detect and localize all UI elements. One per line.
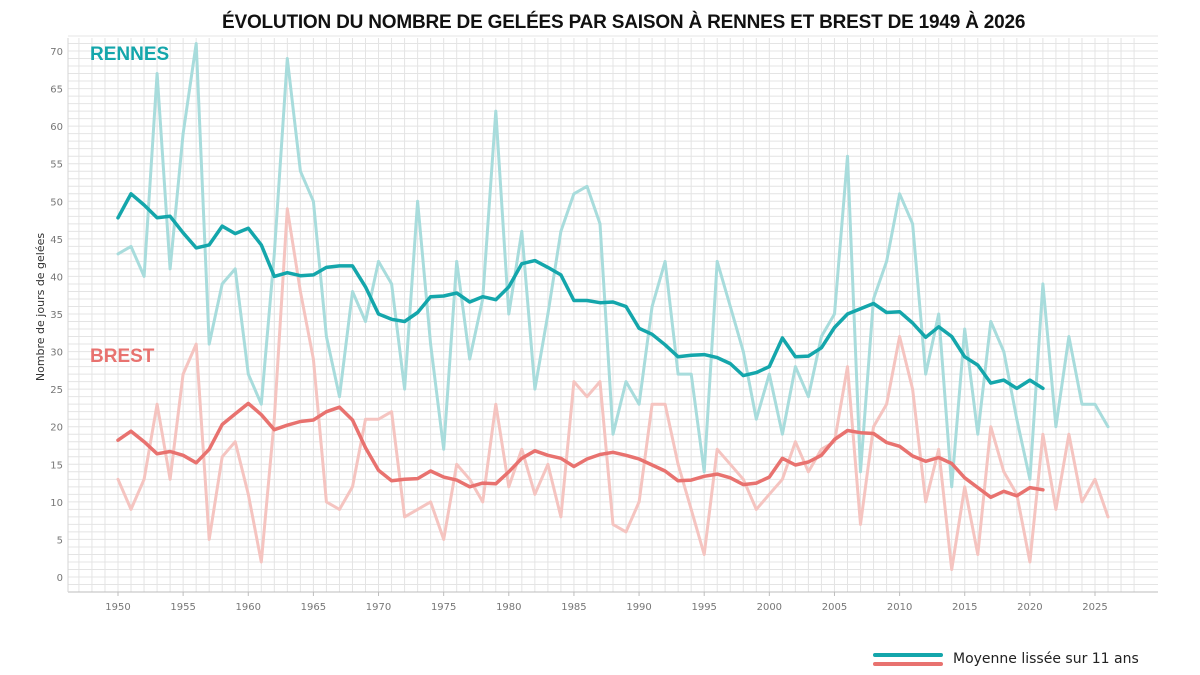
y-tick-label: 10 <box>50 498 63 509</box>
y-tick-label: 25 <box>50 385 63 396</box>
x-tick-label: 1955 <box>170 602 195 613</box>
legend-brest-line <box>873 662 943 666</box>
x-tick-label: 2005 <box>822 602 847 613</box>
rennes-annual-line <box>116 42 1110 489</box>
x-tick-label: 2000 <box>757 602 782 613</box>
x-tick-label: 2015 <box>952 602 977 613</box>
x-tick-label: 1970 <box>366 602 391 613</box>
x-tick-label: 1960 <box>236 602 261 613</box>
x-tick-label: 1980 <box>496 602 521 613</box>
grid-layer <box>68 35 1158 593</box>
y-tick-label: 65 <box>50 85 63 96</box>
x-tick-label: 1995 <box>691 602 716 613</box>
y-tick-label: 60 <box>50 122 63 133</box>
x-tick-label: 1965 <box>301 602 326 613</box>
y-tick-label: 35 <box>50 310 63 321</box>
y-tick-label: 5 <box>57 535 63 546</box>
brest-smoothed-line <box>116 401 1045 500</box>
brest-annual-line <box>116 207 1110 571</box>
legend-rennes-line <box>873 653 943 657</box>
legend-label: Moyenne lissée sur 11 ans <box>953 651 1139 667</box>
brest-label: BREST <box>90 346 155 367</box>
legend-swatch <box>873 648 943 670</box>
y-tick-label: 0 <box>57 573 63 584</box>
y-tick-label: 50 <box>50 197 63 208</box>
y-axis-label: Nombre de jours de gelées <box>34 233 47 382</box>
x-tick-label: 1985 <box>561 602 586 613</box>
x-tick-label: 1990 <box>626 602 651 613</box>
y-tick-label: 70 <box>50 47 63 58</box>
y-tick-label: 45 <box>50 235 63 246</box>
legend: Moyenne lissée sur 11 ans <box>873 648 1139 670</box>
rennes-smoothed-line <box>116 192 1045 391</box>
y-tick-label: 55 <box>50 160 63 171</box>
x-tick-label: 1950 <box>105 602 130 613</box>
y-tick-label: 15 <box>50 460 63 471</box>
x-tick-label: 2010 <box>887 602 912 613</box>
x-tick-label: 2020 <box>1017 602 1042 613</box>
x-tick-label: 1975 <box>431 602 456 613</box>
y-tick-label: 30 <box>50 348 63 359</box>
x-tick-label: 2025 <box>1082 602 1107 613</box>
chart-title: ÉVOLUTION DU NOMBRE DE GELÉES PAR SAISON… <box>222 12 1026 33</box>
y-tick-label: 20 <box>50 423 63 434</box>
series-layer <box>116 42 1110 571</box>
rennes-label: RENNES <box>90 44 169 65</box>
y-tick-label: 40 <box>50 272 63 283</box>
